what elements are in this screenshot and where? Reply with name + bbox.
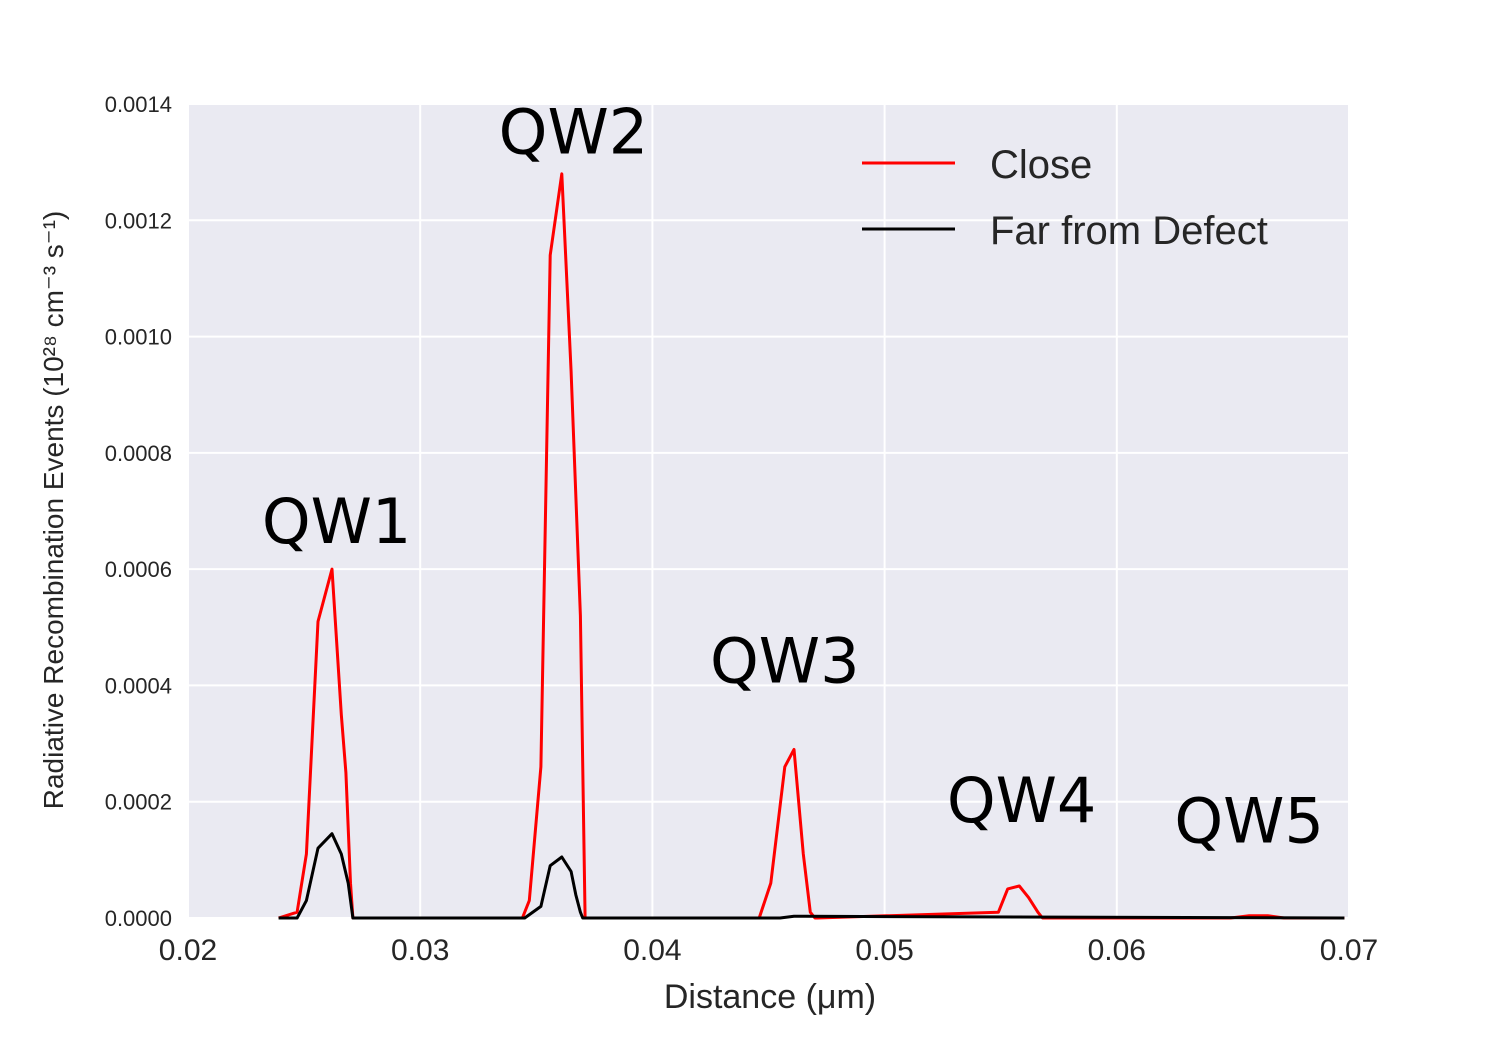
- y-tick-label: 0.0014: [105, 92, 172, 117]
- annotation-qw3: QW3: [710, 625, 860, 698]
- x-tick-label: 0.04: [623, 934, 681, 967]
- x-tick-labels: 0.02 0.03 0.04 0.05 0.06 0.07: [159, 934, 1378, 967]
- y-axis-label: Radiative Recombination Events (10²⁸ cm⁻…: [38, 211, 69, 809]
- annotation-qw4: QW4: [947, 764, 1097, 837]
- x-tick-label: 0.07: [1320, 934, 1378, 967]
- annotation-qw2: QW2: [499, 95, 649, 168]
- series-line-far: [278, 832, 1345, 920]
- annotation-qw5: QW5: [1174, 784, 1324, 857]
- annotations: QW1 QW2 QW3 QW4 QW5: [262, 95, 1324, 857]
- grid: [187, 103, 1350, 919]
- y-tick-label: 0.0004: [105, 673, 172, 698]
- series-line-close: [278, 172, 1345, 920]
- y-tick-label: 0.0010: [105, 325, 172, 350]
- y-tick-label: 0.0002: [105, 790, 172, 815]
- x-tick-label: 0.03: [391, 934, 449, 967]
- legend: Close Far from Defect: [862, 143, 1268, 253]
- x-tick-label: 0.05: [855, 934, 913, 967]
- legend-label-far: Far from Defect: [990, 209, 1268, 253]
- x-tick-label: 0.06: [1088, 934, 1146, 967]
- x-tick-label: 0.02: [159, 934, 217, 967]
- annotation-qw1: QW1: [262, 485, 412, 558]
- y-tick-label: 0.0006: [105, 557, 172, 582]
- plot-area: [188, 104, 1349, 918]
- y-tick-labels: 0.0000 0.0002 0.0004 0.0006 0.0008 0.0010 0.00…: [105, 92, 172, 931]
- y-tick-label: 0.0008: [105, 441, 172, 466]
- series-lines: [278, 172, 1345, 920]
- y-tick-label: 0.0000: [105, 906, 172, 931]
- x-axis-label: Distance (μm): [664, 978, 876, 1016]
- y-tick-label: 0.0012: [105, 208, 172, 233]
- legend-label-close: Close: [990, 143, 1092, 187]
